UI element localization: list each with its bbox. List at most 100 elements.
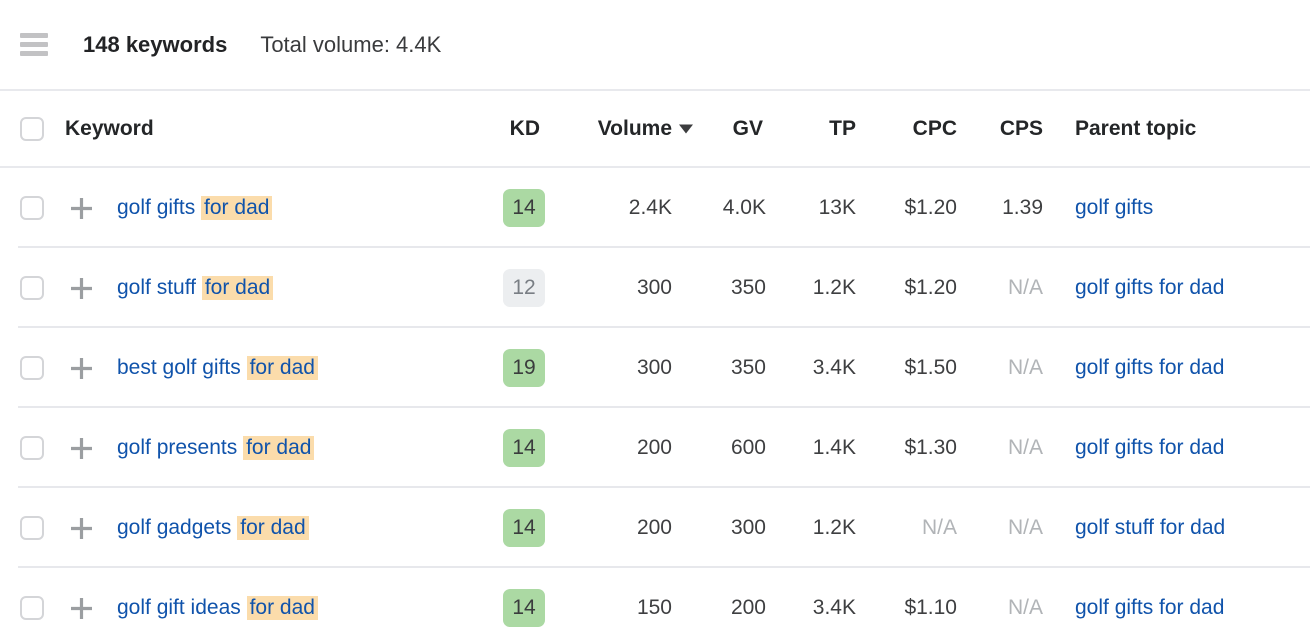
parent-topic-cell: golf gifts for dad	[1075, 276, 1310, 300]
keyword-cell: golf gift ideas for dad	[117, 596, 445, 620]
gv-cell: 350	[730, 356, 766, 379]
gv-cell: 200	[730, 596, 766, 619]
toolbar: 148 keywords Total volume: 4.4K	[0, 0, 1310, 91]
keyword-text: golf gifts	[117, 196, 202, 219]
row-checkbox[interactable]	[20, 356, 44, 380]
row-checkbox-cell	[20, 356, 44, 380]
tp-cell: 1.2K	[812, 276, 856, 299]
row-checkbox[interactable]	[20, 196, 44, 220]
volume-cell: 2.4K	[628, 196, 672, 219]
column-header-cpc[interactable]: CPC	[912, 116, 957, 140]
keyword-link[interactable]: golf gifts for dad	[117, 196, 273, 220]
keyword-highlighted-text: for dad	[246, 596, 318, 620]
cpc-cell: N/A	[921, 516, 957, 539]
parent-topic-cell: golf gifts for dad	[1075, 436, 1310, 460]
tp-cell: 13K	[818, 196, 856, 219]
row-checkbox[interactable]	[20, 436, 44, 460]
keyword-cell: golf gifts for dad	[117, 196, 445, 220]
keyword-highlighted-text: for dad	[246, 356, 318, 380]
parent-topic-cell: golf stuff for dad	[1075, 516, 1310, 540]
menu-icon[interactable]	[20, 33, 48, 56]
cps-cell: N/A	[1007, 356, 1043, 379]
table-row: best golf gifts for dad 19 300 350 3.4K …	[0, 328, 1310, 408]
select-all-checkbox[interactable]	[20, 116, 44, 141]
keyword-link[interactable]: golf gadgets for dad	[117, 516, 309, 540]
cpc-cell: $1.20	[904, 196, 957, 219]
kd-cell: 14	[445, 429, 545, 467]
parent-topic-link[interactable]: golf gifts for dad	[1075, 276, 1225, 299]
row-checkbox-cell	[20, 196, 44, 220]
cps-cell: 1.39	[1002, 196, 1043, 219]
column-header-tp[interactable]: TP	[829, 116, 856, 140]
tp-cell: 1.4K	[812, 436, 856, 459]
table-row: golf presents for dad 14 200 600 1.4K $1…	[0, 408, 1310, 488]
keyword-link[interactable]: golf stuff for dad	[117, 276, 274, 300]
keyword-link[interactable]: best golf gifts for dad	[117, 356, 318, 380]
tp-cell: 3.4K	[812, 356, 856, 379]
keyword-link[interactable]: golf gift ideas for dad	[117, 596, 318, 620]
parent-topic-cell: golf gifts for dad	[1075, 356, 1310, 380]
add-plus-icon[interactable]	[68, 595, 95, 622]
kd-cell: 14	[445, 509, 545, 547]
add-keyword-cell	[68, 275, 95, 302]
row-checkbox-cell	[20, 276, 44, 300]
table-row: golf gadgets for dad 14 200 300 1.2K N/A…	[0, 488, 1310, 568]
kd-cell: 14	[445, 189, 545, 227]
add-keyword-cell	[68, 195, 95, 222]
volume-cell: 200	[636, 516, 672, 539]
row-checkbox[interactable]	[20, 596, 44, 620]
sort-desc-icon	[679, 124, 693, 133]
keyword-link[interactable]: golf presents for dad	[117, 436, 315, 460]
keyword-cell: golf presents for dad	[117, 436, 445, 460]
cps-cell: N/A	[1007, 276, 1043, 299]
add-plus-icon[interactable]	[68, 355, 95, 382]
table-body: golf gifts for dad 14 2.4K 4.0K 13K $1.2…	[0, 168, 1310, 644]
add-keyword-cell	[68, 435, 95, 462]
add-plus-icon[interactable]	[68, 435, 95, 462]
row-checkbox[interactable]	[20, 516, 44, 540]
add-plus-icon[interactable]	[68, 515, 95, 542]
keyword-text: golf gift ideas	[117, 596, 247, 619]
parent-topic-link[interactable]: golf gifts for dad	[1075, 356, 1225, 379]
add-keyword-cell	[68, 355, 95, 382]
parent-topic-cell: golf gifts for dad	[1075, 596, 1310, 620]
kd-badge: 14	[503, 189, 545, 227]
row-checkbox[interactable]	[20, 276, 44, 300]
column-header-volume-label: Volume	[597, 116, 672, 140]
keyword-text: golf presents	[117, 436, 244, 459]
kd-badge: 12	[503, 269, 545, 307]
row-checkbox-cell	[20, 596, 44, 620]
tp-cell: 1.2K	[812, 516, 856, 539]
gv-cell: 600	[730, 436, 766, 459]
column-header-kd[interactable]: KD	[509, 116, 540, 140]
keyword-highlighted-text: for dad	[237, 516, 309, 540]
gv-cell: 350	[730, 276, 766, 299]
kd-badge: 14	[503, 509, 545, 547]
row-checkbox-cell	[20, 436, 44, 460]
table-row: golf stuff for dad 12 300 350 1.2K $1.20…	[0, 248, 1310, 328]
parent-topic-link[interactable]: golf stuff for dad	[1075, 516, 1226, 539]
cps-cell: N/A	[1007, 516, 1043, 539]
add-plus-icon[interactable]	[68, 275, 95, 302]
column-header-cps[interactable]: CPS	[999, 116, 1043, 140]
keywords-count: 148 keywords	[83, 31, 228, 57]
column-header-keyword[interactable]: Keyword	[65, 116, 154, 140]
keyword-cell: best golf gifts for dad	[117, 356, 445, 380]
column-header-gv[interactable]: GV	[732, 116, 763, 140]
kd-cell: 14	[445, 589, 545, 627]
kd-cell: 19	[445, 349, 545, 387]
add-plus-icon[interactable]	[68, 195, 95, 222]
column-header-volume[interactable]: Volume	[545, 116, 693, 141]
column-header-parent-topic[interactable]: Parent topic	[1075, 116, 1197, 140]
tp-cell: 3.4K	[812, 596, 856, 619]
cps-cell: N/A	[1007, 596, 1043, 619]
row-checkbox-cell	[20, 516, 44, 540]
parent-topic-link[interactable]: golf gifts for dad	[1075, 436, 1225, 459]
cpc-cell: $1.30	[904, 436, 957, 459]
keyword-text: golf gadgets	[117, 516, 238, 539]
kd-cell: 12	[445, 269, 545, 307]
parent-topic-link[interactable]: golf gifts	[1075, 196, 1154, 219]
table-row: golf gift ideas for dad 14 150 200 3.4K …	[0, 568, 1310, 644]
parent-topic-link[interactable]: golf gifts for dad	[1075, 596, 1225, 619]
